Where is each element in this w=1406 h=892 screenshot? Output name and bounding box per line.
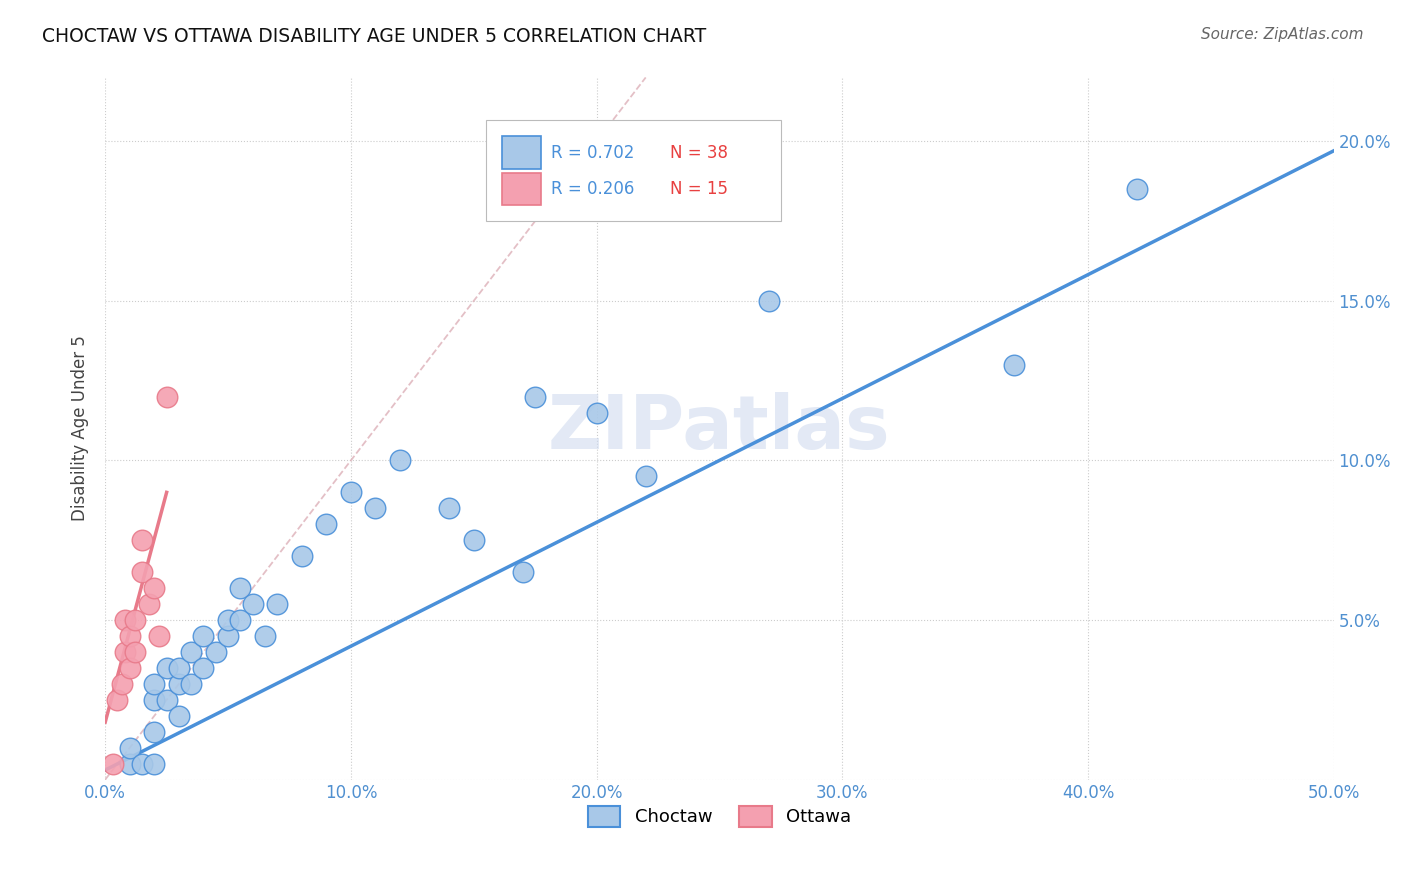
Point xyxy=(758,293,780,308)
Point xyxy=(107,693,129,707)
Point xyxy=(114,645,136,659)
Point xyxy=(156,390,179,404)
Point xyxy=(217,613,239,627)
Point xyxy=(124,645,146,659)
Point xyxy=(229,613,252,627)
Point xyxy=(1002,358,1025,372)
Point xyxy=(143,756,166,771)
Point xyxy=(585,406,607,420)
Point xyxy=(1126,182,1149,196)
Point xyxy=(143,677,166,691)
Point xyxy=(180,645,202,659)
Point xyxy=(229,581,252,595)
Point xyxy=(193,629,215,643)
Point xyxy=(118,740,141,755)
Point xyxy=(242,597,264,611)
Point xyxy=(131,565,153,579)
FancyBboxPatch shape xyxy=(486,120,780,221)
Point xyxy=(118,661,141,675)
FancyBboxPatch shape xyxy=(502,136,541,169)
Point xyxy=(156,693,179,707)
Point xyxy=(217,629,239,643)
Point xyxy=(524,390,547,404)
Text: R = 0.206: R = 0.206 xyxy=(551,180,634,198)
Point xyxy=(111,677,134,691)
Point xyxy=(253,629,276,643)
Point xyxy=(204,645,226,659)
Point xyxy=(143,724,166,739)
Point xyxy=(193,661,215,675)
Text: N = 38: N = 38 xyxy=(671,144,728,161)
Point xyxy=(340,485,363,500)
Point xyxy=(167,708,190,723)
Point xyxy=(291,549,314,564)
Point xyxy=(131,756,153,771)
Point xyxy=(364,501,387,516)
Point xyxy=(634,469,657,483)
Point xyxy=(512,565,534,579)
Legend: Choctaw, Ottawa: Choctaw, Ottawa xyxy=(581,798,859,834)
Text: R = 0.702: R = 0.702 xyxy=(551,144,634,161)
FancyBboxPatch shape xyxy=(502,173,541,205)
Point xyxy=(148,629,170,643)
Point xyxy=(131,533,153,548)
Point xyxy=(389,453,412,467)
Point xyxy=(463,533,485,548)
Text: N = 15: N = 15 xyxy=(671,180,728,198)
Point xyxy=(143,581,166,595)
Point xyxy=(180,677,202,691)
Point xyxy=(315,517,337,532)
Point xyxy=(167,661,190,675)
Point xyxy=(266,597,288,611)
Text: ZIPatlas: ZIPatlas xyxy=(548,392,891,465)
Point xyxy=(138,597,160,611)
Point xyxy=(118,756,141,771)
Point xyxy=(114,613,136,627)
Point xyxy=(143,693,166,707)
Y-axis label: Disability Age Under 5: Disability Age Under 5 xyxy=(72,335,89,522)
Point xyxy=(437,501,460,516)
Point xyxy=(124,613,146,627)
Point xyxy=(167,677,190,691)
Point xyxy=(101,756,124,771)
Point xyxy=(118,629,141,643)
Text: Source: ZipAtlas.com: Source: ZipAtlas.com xyxy=(1201,27,1364,42)
Text: CHOCTAW VS OTTAWA DISABILITY AGE UNDER 5 CORRELATION CHART: CHOCTAW VS OTTAWA DISABILITY AGE UNDER 5… xyxy=(42,27,706,45)
Point xyxy=(156,661,179,675)
